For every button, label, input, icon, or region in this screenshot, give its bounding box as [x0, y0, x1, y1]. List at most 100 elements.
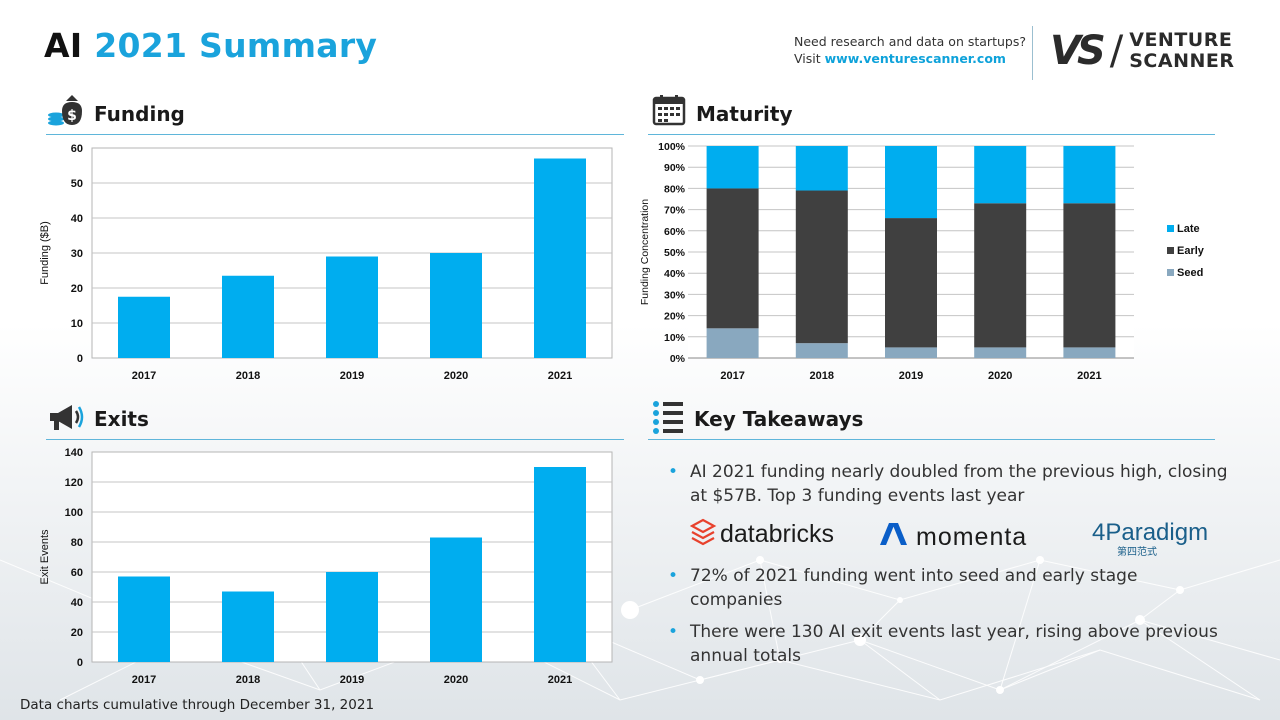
y-tick-label: 20%: [664, 311, 686, 323]
bar-2021: [534, 467, 586, 662]
y-tick-label: 80%: [664, 183, 686, 195]
promo-visit: Visit: [794, 51, 825, 66]
funding-rule: [46, 134, 624, 135]
takeaway-item: • There were 130 AI exit events last yea…: [668, 620, 1228, 668]
x-tick-label: 2021: [548, 370, 572, 382]
y-tick-label: 90%: [664, 162, 686, 174]
bar-2018: [222, 591, 274, 662]
legend-swatch-late: [1167, 225, 1174, 232]
svg-text:databricks: databricks: [720, 520, 834, 548]
x-tick-label: 2018: [236, 370, 260, 382]
legend-swatch-seed: [1167, 269, 1174, 276]
x-tick-label: 2020: [988, 370, 1012, 382]
y-tick-label: 100%: [658, 141, 686, 153]
bar-late-2019: [885, 146, 937, 219]
promo-text: Need research and data on startups? Visi…: [794, 33, 1026, 67]
4paradigm-logo: 4Paradigm 第四范式: [1092, 519, 1208, 556]
takeaways-heading: Key Takeaways: [694, 407, 864, 431]
bar-late-2021: [1063, 146, 1116, 204]
bar-early-2021: [1063, 203, 1116, 348]
svg-text:4Paradigm: 4Paradigm: [1092, 519, 1208, 546]
website-link[interactable]: www.venturescanner.com: [824, 51, 1006, 66]
company-logos: databricks momenta 4Paradigm 第四范式: [690, 518, 1208, 556]
bar-early-2017: [706, 188, 759, 329]
title-ai: AI: [44, 26, 83, 65]
x-tick-label: 2020: [444, 674, 468, 686]
bar-2018: [222, 275, 274, 358]
y-tick-label: 40: [71, 597, 83, 609]
bullet: •: [668, 622, 679, 642]
y-tick-label: 40: [71, 213, 83, 225]
svg-text:$: $: [67, 108, 77, 124]
bar-2017: [118, 296, 170, 358]
y-axis-label: Exit Events: [39, 529, 51, 585]
x-tick-label: 2018: [236, 674, 260, 686]
bar-2021: [534, 158, 586, 358]
maturity-chart: 0% 10% 20% 30% 40% 50% 60% 70% 80% 90% 100% 2017 201…: [639, 141, 1205, 382]
legend-label-seed: Seed: [1177, 267, 1203, 279]
brand-name-line2: SCANNER: [1129, 50, 1235, 72]
svg-text:momenta: momenta: [916, 523, 1027, 551]
y-tick-label: 20: [71, 283, 83, 295]
y-tick-label: 140: [65, 447, 83, 459]
y-tick-label: 30: [71, 248, 83, 260]
y-tick-label: 10%: [664, 332, 686, 344]
y-tick-label: 0%: [670, 353, 686, 365]
x-tick-label: 2018: [810, 370, 834, 382]
y-axis-label: Funding Concentration: [639, 199, 651, 305]
takeaway-text-3: There were 130 AI exit events last year,…: [690, 622, 1218, 666]
money-bag-icon: $: [48, 95, 82, 126]
takeaway-text-1: AI 2021 funding nearly doubled from the …: [690, 462, 1228, 506]
bar-2020: [430, 253, 482, 358]
bullet: •: [668, 566, 679, 586]
bar-seed-2019: [885, 347, 937, 358]
x-tick-label: 2020: [444, 370, 468, 382]
takeaways-rule: [648, 439, 1215, 440]
brand-mark: VS: [1050, 28, 1106, 74]
legend-label-late: Late: [1177, 223, 1200, 235]
brand-name-line1: VENTURE: [1129, 29, 1233, 51]
exits-chart: 0 20 40 60 80 100 120 140 2017 2018 2019 2020 2021 Ex…: [39, 447, 613, 686]
exits-heading: Exits: [94, 407, 149, 431]
x-tick-label: 2019: [340, 370, 364, 382]
funding-chart: 0 10 20 30 40 50 60 2017 2018 2019 2020 2021 Funding…: [39, 143, 613, 382]
bullet: •: [668, 462, 679, 482]
venture-scanner-logo: VS / VENTURE SCANNER: [1050, 28, 1235, 74]
bar-late-2020: [974, 146, 1027, 204]
takeaways-list: • AI 2021 funding nearly doubled from th…: [668, 460, 1228, 668]
page-title: AI 2021 Summary: [44, 26, 377, 65]
y-tick-label: 60: [71, 567, 83, 579]
y-tick-label: 70%: [664, 205, 686, 217]
bar-2019: [326, 572, 378, 662]
list-icon: [653, 401, 683, 434]
y-tick-label: 0: [77, 657, 83, 669]
y-tick-label: 10: [71, 318, 83, 330]
bar-2019: [326, 256, 378, 358]
megaphone-icon: [50, 405, 84, 430]
bar-seed-2018: [795, 343, 848, 358]
legend-swatch-early: [1167, 247, 1174, 254]
svg-text:第四范式: 第四范式: [1117, 545, 1157, 556]
y-tick-label: 60: [71, 143, 83, 155]
x-tick-label: 2019: [340, 674, 364, 686]
x-tick-label: 2021: [1077, 370, 1101, 382]
y-tick-label: 100: [65, 507, 83, 519]
x-tick-label: 2019: [899, 370, 923, 382]
bar-late-2018: [795, 146, 848, 191]
maturity-rule: [648, 134, 1215, 135]
bar-seed-2020: [974, 347, 1027, 358]
x-tick-label: 2017: [720, 370, 744, 382]
y-axis-label: Funding ($B): [39, 221, 51, 285]
promo-line: Need research and data on startups?: [794, 34, 1026, 49]
bar-seed-2017: [706, 328, 759, 358]
header-divider: [1032, 26, 1033, 80]
momenta-logo: momenta: [880, 523, 1027, 551]
y-tick-label: 50: [71, 178, 83, 190]
y-tick-label: 50%: [664, 247, 686, 259]
maturity-heading: Maturity: [696, 102, 793, 126]
legend-label-early: Early: [1177, 245, 1205, 257]
calendar-icon: [652, 95, 686, 126]
bar-2020: [430, 537, 482, 662]
y-tick-label: 0: [77, 353, 83, 365]
bar-early-2019: [885, 218, 937, 348]
